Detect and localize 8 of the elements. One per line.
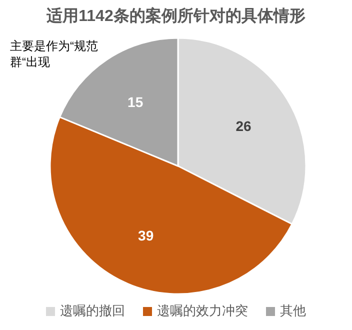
data-label: 39 [138, 228, 154, 244]
text: 主要是作为“规范群“出现 [10, 38, 99, 70]
chart-title: 适用1142条的案例所针对的具体情形 [46, 6, 306, 27]
data-label: 15 [128, 94, 144, 110]
legend-label: 遗嘱的撤回 [60, 302, 125, 320]
legend-label: 遗嘱的效力冲突 [157, 302, 248, 320]
data-label: 26 [236, 118, 252, 134]
legend-label: 其他 [280, 302, 306, 320]
